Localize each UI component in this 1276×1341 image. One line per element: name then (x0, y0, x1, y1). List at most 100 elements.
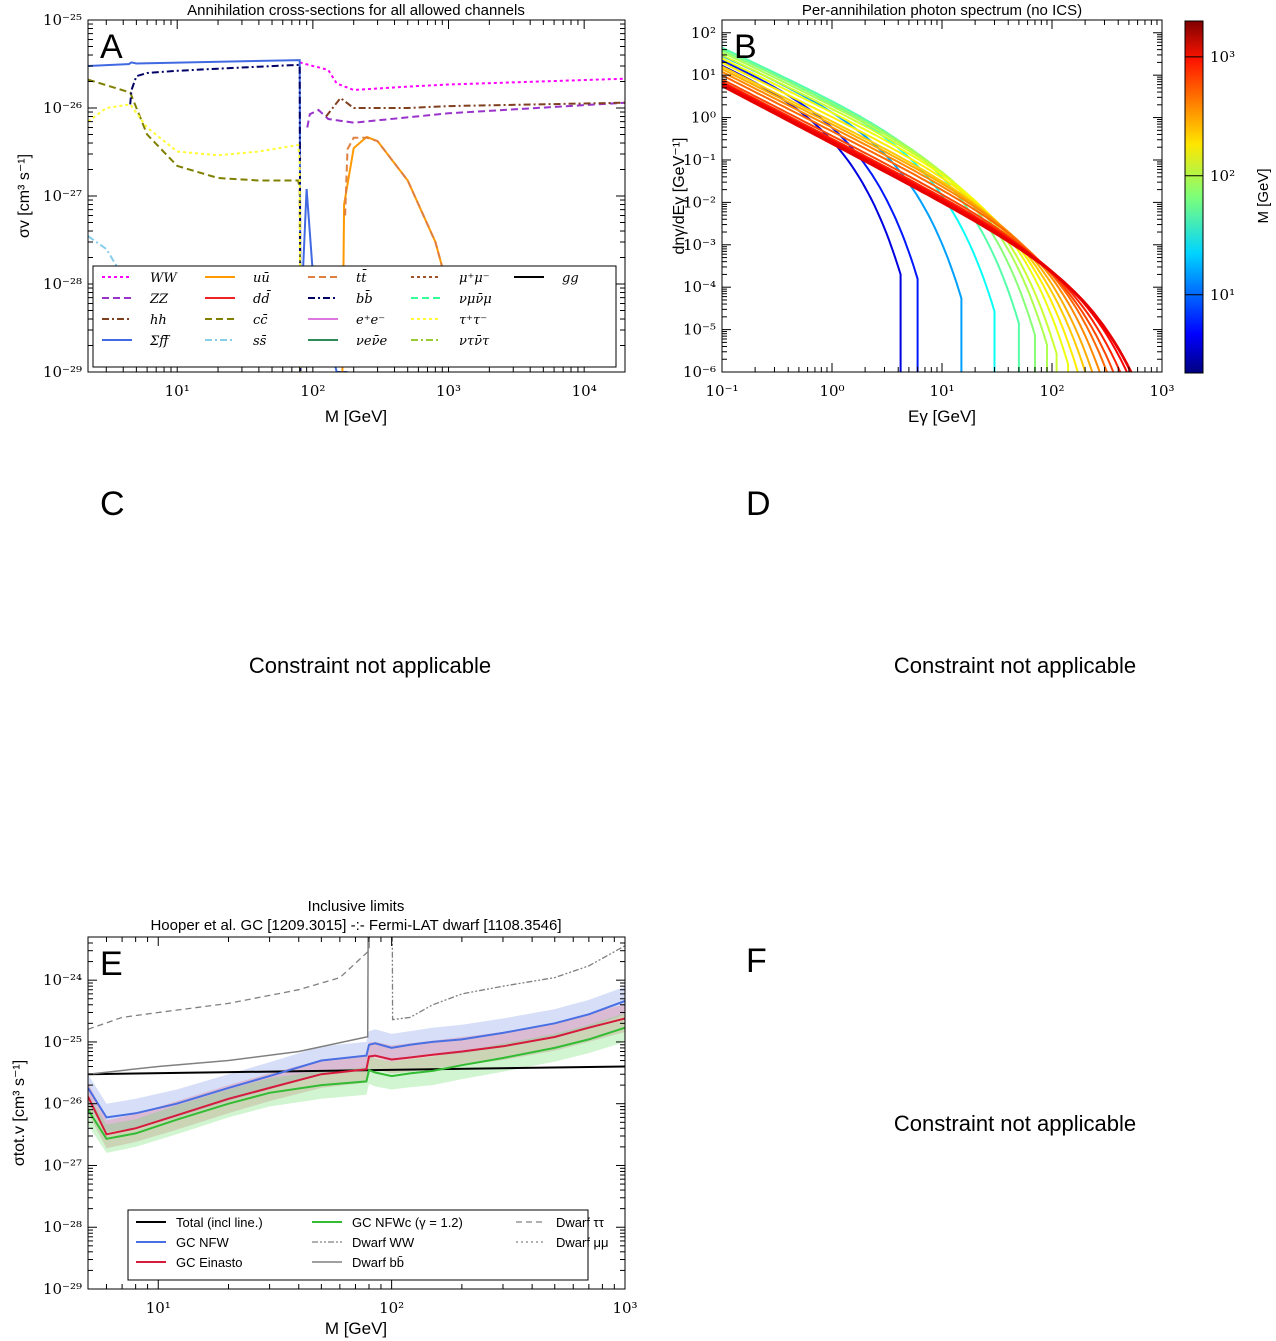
panel-b-xtick-label: 10³ (1149, 382, 1174, 400)
panel-a-ytick-label: 10⁻²⁶ (43, 99, 82, 117)
panel-e-title: Inclusive limits (308, 898, 405, 915)
panel-f: F Constraint not applicable (746, 942, 1136, 1136)
panel-e-ytick-label: 10⁻²⁵ (43, 1033, 82, 1051)
panel-f-message: Constraint not applicable (894, 1111, 1136, 1136)
panel-b-ytick-label: 10⁻⁴ (683, 278, 716, 296)
spectrum-line (722, 83, 1133, 372)
panel-a-legend: WW ZZ hh Σff̄ uū dd̄ cc̄ ss̄ tt̄ bb̄ e⁺e⁻ νeν̄e μ⁺μ⁻… (92, 265, 617, 368)
legend-label: hh (150, 313, 167, 328)
panel-b-xtick-label: 10⁰ (819, 382, 844, 400)
panel-e-ytick-label: 10⁻²⁷ (43, 1156, 82, 1174)
panel-b-ytick-label: 10¹ (691, 66, 716, 84)
colorbar-label: M [GeV] (1255, 168, 1272, 223)
legend-label: dd̄ (253, 290, 272, 307)
panel-d-letter: D (746, 485, 771, 523)
spectrum-line (722, 68, 1094, 372)
panel-b-xtick-label: 10² (1039, 382, 1064, 400)
panel-c: C Constraint not applicable (100, 485, 491, 678)
panel-c-message: Constraint not applicable (249, 653, 491, 678)
panel-b-title: Per-annihilation photon spectrum (no ICS… (802, 2, 1082, 19)
panel-e-ylabel: σtot.v [cm³ s⁻¹] (11, 1060, 28, 1166)
legend-label: GC NFW (176, 1235, 229, 1250)
panel-b-ytick-label: 10⁻³ (683, 236, 716, 254)
panel-a-xlabel: M [GeV] (325, 407, 387, 426)
panel-e-xtick-label: 10³ (612, 1299, 637, 1317)
panel-b-ytick-label: 10⁰ (691, 109, 716, 127)
series-line (88, 103, 302, 372)
legend-label: bb̄ (356, 290, 373, 307)
panel-a-ytick-label: 10⁻²⁸ (43, 275, 82, 293)
panel-a-letter: A (100, 28, 123, 66)
legend-label: Dwarf ττ (556, 1215, 605, 1230)
panel-b-ytick-label: 10⁻⁵ (683, 321, 716, 339)
spectrum-line (722, 80, 1122, 372)
panel-a-title: Annihilation cross-sections for all allo… (187, 2, 525, 19)
series-line (299, 61, 625, 92)
panel-b-letter: B (734, 28, 757, 66)
legend-label: Σff̄ (149, 334, 171, 349)
panel-e-legend: Total (incl line.) GC NFW GC Einasto GC NFW… (127, 1209, 609, 1281)
legend-label: Dwarf bb̄ (352, 1255, 404, 1270)
legend-label: τ⁺τ⁻ (459, 313, 487, 328)
panel-e-xlabel: M [GeV] (325, 1319, 387, 1338)
spectrum-line (722, 74, 1109, 372)
colorbar-gradient (1184, 20, 1204, 374)
legend-label: e⁺e⁻ (356, 313, 385, 328)
legend-label: tt̄ (356, 269, 368, 286)
limit-line (88, 937, 369, 1075)
colorbar-tick-label: 10² (1210, 167, 1235, 185)
panel-d: D Constraint not applicable (746, 485, 1136, 678)
spectrum-line (722, 85, 1132, 372)
panel-d-message: Constraint not applicable (894, 653, 1136, 678)
spectrum-line (722, 78, 1115, 372)
panel-a-ytick-label: 10⁻²⁹ (43, 363, 82, 381)
legend-label: ZZ (149, 292, 169, 307)
panel-e-ytick-label: 10⁻²⁴ (43, 971, 82, 989)
legend-label: νeν̄e (356, 334, 387, 349)
limit-line (88, 1017, 625, 1136)
spectrum-line (722, 71, 1101, 372)
legend-label: GC NFWc (γ = 1.2) (352, 1215, 463, 1230)
panel-a: Annihilation cross-sections for all allo… (16, 2, 626, 426)
series-line (88, 78, 302, 372)
panel-e-ytick-label: 10⁻²⁹ (43, 1280, 82, 1298)
series-line (325, 96, 625, 118)
legend-label: ss̄ (253, 334, 267, 349)
panel-b-ytick-label: 10⁻¹ (683, 151, 716, 169)
legend-label: WW (150, 271, 178, 286)
panel-a-xtick-label: 10¹ (165, 382, 190, 400)
panel-e-xtick-label: 10² (379, 1299, 404, 1317)
panel-b-xtick-label: 10¹ (929, 382, 954, 400)
uncertainty-band (88, 986, 625, 1132)
panel-a-ytick-label: 10⁻²⁵ (43, 11, 82, 29)
panel-b-xlabel: Eγ [GeV] (908, 407, 976, 426)
legend-label: GC Einasto (176, 1255, 242, 1270)
limit-line (88, 1026, 625, 1140)
legend-label: νμν̄μ (459, 292, 492, 307)
panel-e-letter: E (100, 945, 123, 983)
panel-c-letter: C (100, 485, 125, 523)
panel-e-ytick-label: 10⁻²⁶ (43, 1095, 82, 1113)
legend-label: ντν̄τ (459, 334, 490, 349)
panel-b: Per-annihilation photon spectrum (no ICS… (671, 2, 1272, 426)
panel-b-ytick-label: 10² (691, 24, 716, 42)
legend-label: gg (562, 271, 579, 286)
series-line (344, 136, 461, 331)
panel-a-xtick-label: 10² (300, 382, 325, 400)
panel-b-xtick-label: 10⁻¹ (705, 382, 738, 400)
colorbar-tick-label: 10¹ (1210, 286, 1235, 304)
panel-a-xtick-label: 10³ (436, 382, 461, 400)
series-line (306, 101, 625, 128)
series-line (129, 63, 302, 372)
panel-b-ytick-label: 10⁻⁶ (683, 363, 716, 381)
panel-b-ylabel: dnγ/dEγ [GeV⁻¹] (671, 138, 688, 255)
panel-a-ytick-label: 10⁻²⁷ (43, 187, 82, 205)
panel-e-ytick-label: 10⁻²⁸ (43, 1218, 82, 1236)
panel-e: Inclusive limits Hooper et al. GC [1209.… (11, 898, 638, 1338)
legend-label: cc̄ (253, 313, 268, 328)
limit-line (391, 937, 625, 1021)
panel-e-subtitle: Hooper et al. GC [1209.3015] -:- Fermi-L… (150, 917, 561, 934)
legend-label: μ⁺μ⁻ (459, 271, 490, 286)
panel-a-xtick-label: 10⁴ (572, 382, 597, 400)
